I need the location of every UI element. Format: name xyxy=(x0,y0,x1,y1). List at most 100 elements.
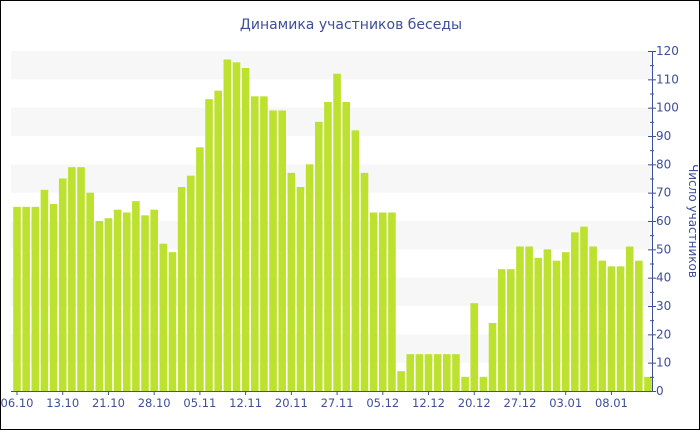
bar xyxy=(269,110,277,391)
bar xyxy=(132,201,140,391)
bar xyxy=(324,102,332,391)
y-tick-label: 0 xyxy=(656,384,664,398)
bar xyxy=(232,62,241,391)
bar xyxy=(260,96,268,391)
bar xyxy=(40,189,49,391)
bar xyxy=(424,354,433,391)
y-tick-label: 120 xyxy=(656,44,679,58)
x-tick-label: 12.12 xyxy=(412,396,445,410)
y-tick-label: 30 xyxy=(656,299,671,313)
y-tick-label: 60 xyxy=(656,214,671,228)
bar xyxy=(525,246,533,391)
bar xyxy=(241,68,250,391)
bar xyxy=(571,232,579,391)
y-tick-label: 20 xyxy=(656,327,671,341)
bar xyxy=(635,260,643,391)
x-tick-label: 06.10 xyxy=(1,396,33,410)
bar xyxy=(278,110,287,391)
bar xyxy=(406,354,415,391)
bar xyxy=(543,249,552,391)
bar xyxy=(598,260,607,391)
bar xyxy=(177,187,186,391)
bar xyxy=(378,212,387,391)
bar xyxy=(49,204,58,391)
bar xyxy=(479,376,488,391)
bar xyxy=(470,303,479,391)
bar xyxy=(296,187,305,391)
bar xyxy=(287,172,296,391)
bar xyxy=(507,269,515,391)
bar xyxy=(625,246,634,391)
bar xyxy=(113,209,122,391)
x-tick-label: 03.01 xyxy=(549,396,582,410)
bar xyxy=(561,252,570,391)
bar xyxy=(159,243,168,391)
x-tick-label: 27.12 xyxy=(504,396,537,410)
bar xyxy=(223,59,232,391)
chart-title: Динамика участников беседы xyxy=(240,17,462,33)
bar xyxy=(443,354,451,391)
bar xyxy=(196,147,204,391)
bar xyxy=(22,206,30,391)
bar xyxy=(58,178,67,391)
bar xyxy=(333,73,341,392)
bar xyxy=(388,212,396,391)
x-tick-label: 28.10 xyxy=(138,396,171,410)
bar xyxy=(369,212,378,391)
bar xyxy=(122,212,131,391)
bar xyxy=(433,354,442,391)
bar xyxy=(534,257,543,391)
x-tick-label: 05.11 xyxy=(183,396,216,410)
bar xyxy=(104,218,113,391)
bar xyxy=(68,167,76,391)
x-tick-label: 13.10 xyxy=(46,396,79,410)
bar xyxy=(186,175,195,391)
x-tick-label: 12.11 xyxy=(229,396,262,410)
y-tick-label: 90 xyxy=(656,129,671,143)
bar xyxy=(616,266,625,391)
y-tick-label: 40 xyxy=(656,271,671,285)
bar xyxy=(607,266,616,391)
bar xyxy=(250,96,259,391)
bar xyxy=(314,121,323,391)
x-tick-label: 20.11 xyxy=(275,396,308,410)
x-tick-label: 21.10 xyxy=(92,396,125,410)
y-axis-label: Число участников xyxy=(686,164,699,278)
bar xyxy=(168,252,177,391)
y-tick-label: 100 xyxy=(656,101,679,115)
bar xyxy=(342,102,351,391)
x-tick-label: 27.11 xyxy=(321,396,354,410)
bar xyxy=(31,206,40,391)
bar xyxy=(452,354,460,391)
y-tick-label: 70 xyxy=(656,186,671,200)
bar xyxy=(77,167,85,391)
x-tick-label: 05.12 xyxy=(366,396,399,410)
bar xyxy=(214,90,222,392)
bar xyxy=(589,246,597,391)
y-tick-label: 80 xyxy=(656,157,671,171)
x-tick-label: 08.01 xyxy=(595,396,628,410)
bar xyxy=(150,209,158,391)
bar xyxy=(461,376,469,391)
bar xyxy=(351,130,360,392)
bar xyxy=(397,371,405,391)
bar xyxy=(95,221,104,391)
bar xyxy=(141,215,149,391)
bar xyxy=(488,323,497,391)
bar xyxy=(415,354,424,391)
x-tick-label: 20.12 xyxy=(458,396,491,410)
bar xyxy=(205,99,213,392)
grid-band xyxy=(11,51,652,80)
bar xyxy=(305,164,314,391)
bar xyxy=(13,206,21,391)
bar xyxy=(360,172,369,391)
y-tick-label: 10 xyxy=(656,356,671,370)
y-tick-label: 50 xyxy=(656,242,671,256)
bar xyxy=(580,226,588,391)
bar xyxy=(86,192,94,391)
bar xyxy=(497,269,506,391)
y-tick-label: 110 xyxy=(656,72,679,86)
bar xyxy=(552,260,561,391)
